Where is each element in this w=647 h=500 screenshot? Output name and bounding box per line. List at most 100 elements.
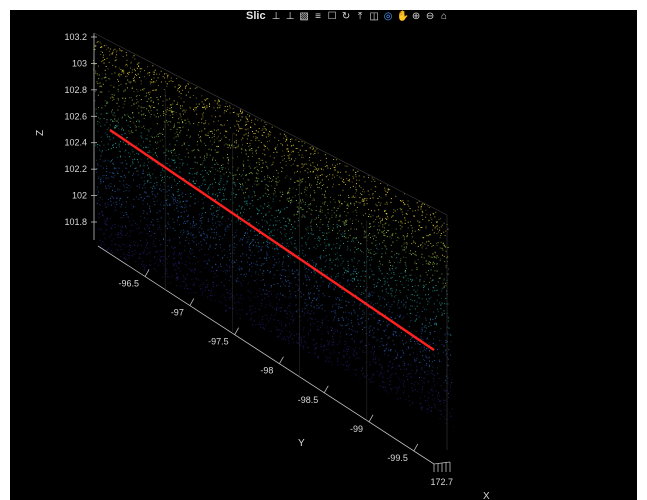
point-cloud-point bbox=[205, 286, 207, 288]
point-cloud-point bbox=[308, 269, 310, 271]
point-cloud-point bbox=[160, 243, 161, 245]
point-cloud-point bbox=[230, 256, 231, 258]
point-cloud-point bbox=[299, 149, 301, 151]
point-cloud-point bbox=[163, 204, 165, 206]
point-cloud-point bbox=[277, 220, 279, 222]
point-cloud-point bbox=[257, 178, 259, 180]
point-cloud-point bbox=[313, 297, 315, 299]
point-cloud-point bbox=[229, 107, 231, 109]
point-cloud-point bbox=[404, 271, 406, 273]
point-cloud-point bbox=[413, 215, 415, 217]
point-cloud-point bbox=[300, 179, 302, 181]
point-cloud-point bbox=[174, 268, 175, 270]
point-cloud-point bbox=[361, 200, 363, 202]
point-cloud-point bbox=[396, 335, 398, 337]
point-cloud-point bbox=[304, 204, 306, 206]
point-cloud-point bbox=[376, 302, 378, 304]
point-cloud-point bbox=[190, 135, 191, 137]
point-cloud-point bbox=[140, 158, 142, 160]
point-cloud-point bbox=[323, 232, 325, 234]
point-cloud-point bbox=[263, 257, 265, 258]
point-cloud-point bbox=[212, 225, 214, 227]
point-cloud-point bbox=[102, 83, 104, 85]
point-cloud-point bbox=[371, 270, 373, 272]
point-cloud-point bbox=[295, 304, 297, 306]
point-cloud-point bbox=[402, 222, 403, 224]
point-cloud-point bbox=[272, 235, 274, 237]
point-cloud-point bbox=[373, 312, 375, 314]
plot-axes[interactable]: 103.2 103 102.8 102.6 102.4 102.2 102 101.8 -96.… bbox=[10, 10, 637, 500]
point-cloud-point bbox=[321, 333, 323, 335]
point-cloud-point bbox=[171, 150, 173, 152]
point-cloud-point bbox=[168, 254, 170, 256]
point-cloud-point bbox=[394, 359, 396, 361]
point-cloud-point bbox=[411, 254, 412, 256]
point-cloud-point bbox=[149, 205, 151, 207]
point-cloud-point bbox=[202, 202, 204, 204]
point-cloud-point bbox=[316, 268, 318, 270]
point-cloud-point bbox=[132, 174, 134, 176]
point-cloud-point bbox=[308, 208, 310, 210]
point-cloud-point bbox=[222, 238, 224, 240]
point-cloud-point bbox=[288, 200, 290, 202]
point-cloud-point bbox=[343, 311, 344, 313]
point-cloud-point bbox=[322, 293, 324, 295]
point-cloud-point bbox=[131, 163, 133, 165]
point-cloud-point bbox=[211, 183, 213, 185]
point-cloud-point bbox=[336, 330, 338, 331]
point-cloud-point bbox=[305, 181, 306, 183]
point-cloud-point bbox=[355, 209, 357, 211]
point-cloud-point bbox=[290, 165, 292, 166]
point-cloud-point bbox=[433, 374, 435, 376]
point-cloud-point bbox=[305, 202, 306, 204]
point-cloud-point bbox=[99, 144, 101, 146]
point-cloud-point bbox=[298, 333, 300, 335]
point-cloud-point bbox=[202, 261, 204, 263]
point-cloud-point bbox=[333, 207, 335, 209]
point-cloud-point bbox=[203, 178, 205, 180]
point-cloud-point bbox=[432, 253, 434, 255]
point-cloud-point bbox=[99, 118, 101, 120]
point-cloud-point bbox=[415, 365, 417, 367]
point-cloud-point bbox=[335, 312, 337, 314]
point-cloud-point bbox=[167, 185, 169, 187]
point-cloud-point bbox=[423, 382, 425, 384]
point-cloud-point bbox=[375, 240, 377, 241]
point-cloud-point bbox=[271, 164, 273, 166]
point-cloud-point bbox=[302, 156, 304, 158]
point-cloud-point bbox=[301, 145, 303, 147]
point-cloud-point bbox=[346, 285, 348, 287]
point-cloud-point bbox=[304, 235, 306, 237]
point-cloud-point bbox=[255, 272, 256, 274]
point-cloud-point bbox=[357, 357, 359, 359]
point-cloud-point bbox=[251, 196, 253, 198]
point-cloud-point bbox=[153, 71, 155, 73]
point-cloud-point bbox=[130, 61, 132, 63]
point-cloud-point bbox=[396, 331, 398, 333]
point-cloud-point bbox=[227, 292, 229, 294]
point-cloud-point bbox=[443, 401, 445, 403]
point-cloud-point bbox=[112, 146, 114, 148]
point-cloud-point bbox=[103, 45, 105, 47]
point-cloud-point bbox=[106, 224, 108, 226]
point-cloud-point bbox=[227, 175, 229, 177]
point-cloud-point bbox=[423, 289, 425, 291]
point-cloud-point bbox=[393, 273, 395, 275]
point-cloud-point bbox=[102, 175, 104, 177]
point-cloud-point bbox=[274, 248, 276, 250]
point-cloud-point bbox=[320, 219, 322, 221]
point-cloud-point bbox=[285, 279, 286, 281]
point-cloud-point bbox=[216, 264, 218, 266]
point-cloud-point bbox=[200, 136, 201, 138]
point-cloud-point bbox=[353, 277, 355, 279]
point-cloud-point bbox=[331, 214, 333, 216]
point-cloud-point bbox=[238, 189, 240, 190]
point-cloud-point bbox=[166, 85, 168, 87]
point-cloud-point bbox=[166, 162, 168, 164]
point-cloud-point bbox=[284, 296, 286, 298]
point-cloud-plot[interactable]: 103.2103102.8102.6102.4102.2102101.8-96.… bbox=[10, 10, 637, 500]
point-cloud-point bbox=[440, 403, 442, 405]
point-cloud-point bbox=[276, 237, 278, 239]
point-cloud-point bbox=[266, 239, 268, 241]
point-cloud-point bbox=[333, 176, 335, 178]
